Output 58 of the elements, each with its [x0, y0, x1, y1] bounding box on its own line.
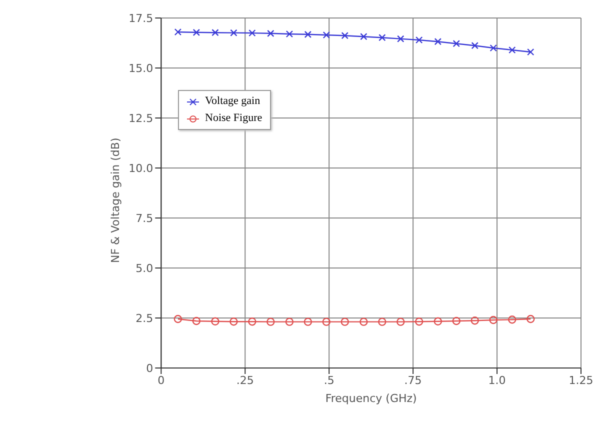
point [267, 30, 274, 37]
y-tick-label: 2.5 [136, 312, 154, 325]
point [322, 318, 330, 326]
point [340, 318, 349, 326]
point [230, 318, 238, 326]
point [248, 29, 256, 37]
point [508, 316, 516, 324]
y-axis-title: NF & Voltage gain (dB) [109, 138, 122, 263]
point [192, 28, 200, 36]
y-tick-label: 5.0 [136, 262, 154, 275]
point [490, 44, 497, 52]
y-tick-label: 17.5 [128, 12, 154, 25]
point [322, 31, 330, 39]
x-tick-label: .75 [404, 374, 422, 387]
point [396, 318, 405, 326]
point [527, 48, 534, 56]
point [192, 316, 201, 326]
point [174, 314, 182, 324]
point [416, 36, 423, 44]
point [526, 314, 535, 324]
y-tick-label: 15.0 [128, 62, 154, 75]
point [378, 318, 386, 326]
point [266, 318, 275, 326]
x-tick-label: .25 [236, 374, 254, 387]
point [230, 29, 238, 36]
point [470, 316, 479, 325]
y-tick-label: 12.5 [128, 112, 154, 125]
point [174, 28, 182, 36]
point [212, 29, 219, 36]
point [211, 317, 220, 326]
point [285, 318, 294, 326]
x-axis-title: Frequency (GHz) [325, 392, 417, 405]
point [471, 42, 478, 50]
point [304, 30, 312, 38]
point [452, 40, 460, 48]
point [415, 318, 424, 326]
point [248, 318, 256, 326]
x-tick-label: 1.25 [568, 374, 594, 387]
point [341, 32, 348, 40]
point [489, 316, 498, 324]
point [434, 38, 442, 46]
point [452, 316, 460, 326]
point [434, 317, 442, 326]
point [360, 318, 368, 326]
point [286, 30, 294, 38]
y-tick-label: 0 [146, 362, 154, 375]
point [360, 33, 368, 40]
point [378, 34, 386, 42]
x-tick-label: 1.0 [488, 374, 506, 387]
legend-label: Voltage gain [205, 94, 260, 109]
point [397, 35, 404, 42]
y-tick-label: 7.5 [136, 212, 154, 225]
point [304, 318, 312, 326]
x-tick-label: 0 [158, 374, 165, 387]
x-tick-label: .5 [324, 374, 334, 387]
y-tick-label: 10.0 [128, 162, 154, 175]
legend-label: Noise Figure [205, 111, 262, 126]
point [508, 46, 516, 54]
